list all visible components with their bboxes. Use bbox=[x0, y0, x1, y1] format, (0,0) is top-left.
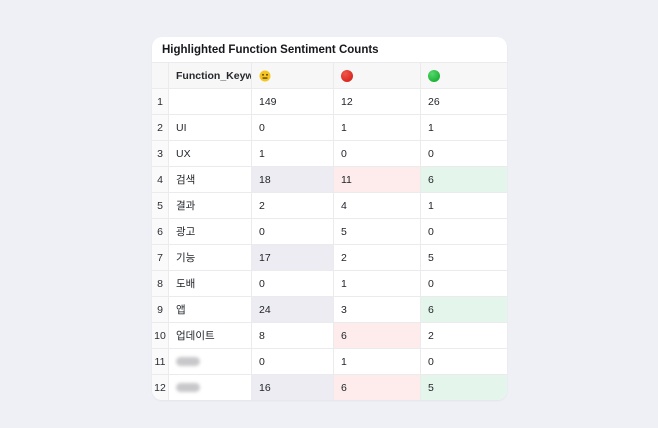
cell-neutral: 18 bbox=[252, 167, 334, 192]
cell-positive: 6 bbox=[421, 297, 507, 322]
cell-positive: 6 bbox=[421, 167, 507, 192]
table-body: 1 149 12 26 2 UI 0 1 1 3 UX 1 0 0 4 검색 1… bbox=[152, 88, 507, 400]
header-negative[interactable] bbox=[334, 63, 421, 88]
cell-positive: 1 bbox=[428, 199, 434, 212]
table-row: 12 16 6 5 bbox=[152, 374, 507, 400]
cell-positive: 5 bbox=[428, 251, 434, 264]
table-row: 3 UX 1 0 0 bbox=[152, 140, 507, 166]
table-row: 8 도배 0 1 0 bbox=[152, 270, 507, 296]
cell-index: 3 bbox=[152, 141, 169, 166]
header-function-keyword[interactable]: Function_Keyword bbox=[169, 63, 252, 88]
cell-negative: 4 bbox=[334, 193, 421, 218]
cell-negative: 6 bbox=[334, 323, 421, 348]
cell-keyword: 광고 bbox=[169, 219, 252, 244]
table-row: 2 UI 0 1 1 bbox=[152, 114, 507, 140]
cell-neutral: 8 bbox=[252, 323, 334, 348]
table-row: 9 앱 24 3 6 bbox=[152, 296, 507, 322]
cell-index: 12 bbox=[152, 375, 169, 400]
redacted-keyword bbox=[176, 357, 200, 366]
table-row: 7 기능 17 2 5 bbox=[152, 244, 507, 270]
header-neutral[interactable] bbox=[252, 63, 334, 88]
cell-index: 10 bbox=[152, 323, 169, 348]
cell-positive: 0 bbox=[428, 355, 434, 368]
cell-neutral: 1 bbox=[252, 141, 334, 166]
table-header-row: Function_Keyword bbox=[152, 62, 507, 88]
cell-index: 2 bbox=[152, 115, 169, 140]
cell-keyword: 검색 bbox=[169, 167, 252, 192]
cell-neutral: 17 bbox=[252, 245, 334, 270]
table-row: 1 149 12 26 bbox=[152, 88, 507, 114]
cell-neutral: 149 bbox=[252, 89, 334, 114]
cell-negative: 0 bbox=[334, 141, 421, 166]
header-positive[interactable] bbox=[421, 63, 507, 88]
cell-positive: 2 bbox=[428, 329, 434, 342]
neutral-face-icon bbox=[259, 70, 271, 82]
table-row: 6 광고 0 5 0 bbox=[152, 218, 507, 244]
table-row: 11 0 1 0 bbox=[152, 348, 507, 374]
cell-index: 8 bbox=[152, 271, 169, 296]
sentiment-table-card: Highlighted Function Sentiment Counts Fu… bbox=[152, 37, 507, 400]
cell-index: 1 bbox=[152, 89, 169, 114]
cell-neutral: 2 bbox=[252, 193, 334, 218]
cell-neutral: 0 bbox=[252, 349, 334, 374]
header-index bbox=[152, 63, 169, 88]
cell-negative: 2 bbox=[334, 245, 421, 270]
page-title: Highlighted Function Sentiment Counts bbox=[162, 43, 379, 56]
cell-index: 7 bbox=[152, 245, 169, 270]
cell-negative: 1 bbox=[334, 115, 421, 140]
cell-positive: 5 bbox=[421, 375, 507, 400]
cell-index: 6 bbox=[152, 219, 169, 244]
cell-index: 9 bbox=[152, 297, 169, 322]
cell-keyword: 결과 bbox=[169, 193, 252, 218]
cell-keyword bbox=[169, 89, 252, 114]
cell-index: 5 bbox=[152, 193, 169, 218]
cell-neutral: 0 bbox=[252, 219, 334, 244]
cell-positive: 0 bbox=[428, 147, 434, 160]
cell-negative: 1 bbox=[334, 349, 421, 374]
cell-keyword bbox=[169, 349, 252, 374]
cell-neutral: 16 bbox=[252, 375, 334, 400]
cell-keyword: 도배 bbox=[169, 271, 252, 296]
table-row: 4 검색 18 11 6 bbox=[152, 166, 507, 192]
cell-negative: 3 bbox=[334, 297, 421, 322]
cell-neutral: 0 bbox=[252, 271, 334, 296]
cell-positive: 1 bbox=[428, 121, 434, 134]
cell-positive: 0 bbox=[428, 225, 434, 238]
cell-keyword: 기능 bbox=[169, 245, 252, 270]
cell-keyword: UX bbox=[169, 141, 252, 166]
cell-keyword bbox=[169, 375, 252, 400]
cell-negative: 6 bbox=[334, 375, 421, 400]
cell-positive: 26 bbox=[428, 95, 440, 108]
sentiment-table: Function_Keyword 1 149 bbox=[152, 62, 507, 400]
cell-index: 11 bbox=[152, 349, 169, 374]
table-row: 10 업데이트 8 6 2 bbox=[152, 322, 507, 348]
cell-negative: 1 bbox=[334, 271, 421, 296]
cell-negative: 12 bbox=[334, 89, 421, 114]
table-row: 5 결과 2 4 1 bbox=[152, 192, 507, 218]
cell-negative: 5 bbox=[334, 219, 421, 244]
green-circle-icon bbox=[428, 69, 440, 82]
cell-keyword: 업데이트 bbox=[169, 323, 252, 348]
red-circle-icon bbox=[341, 69, 353, 82]
cell-neutral: 24 bbox=[252, 297, 334, 322]
cell-keyword: 앱 bbox=[169, 297, 252, 322]
cell-keyword: UI bbox=[169, 115, 252, 140]
redacted-keyword bbox=[176, 383, 200, 392]
cell-index: 4 bbox=[152, 167, 169, 192]
cell-positive: 0 bbox=[428, 277, 434, 290]
cell-neutral: 0 bbox=[252, 115, 334, 140]
cell-negative: 11 bbox=[334, 167, 421, 192]
